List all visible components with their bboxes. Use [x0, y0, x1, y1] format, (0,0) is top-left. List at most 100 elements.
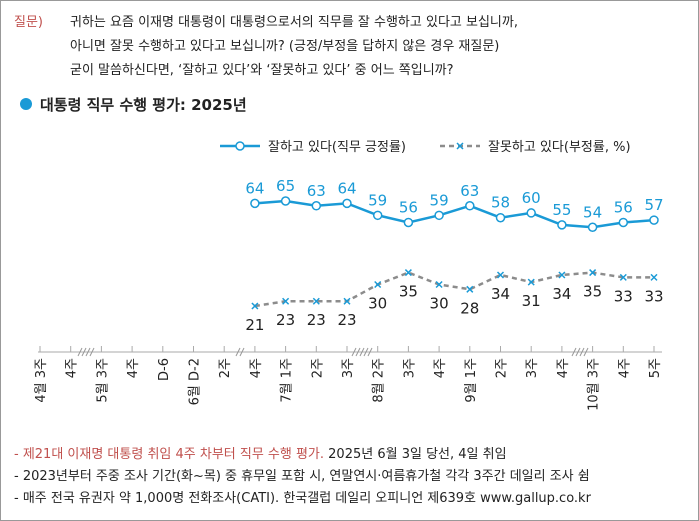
point: [495, 212, 506, 223]
data-label: 60: [522, 189, 541, 207]
point: [619, 273, 627, 281]
question-line: 귀하는 요즘 이재명 대통령이 대통령으로서의 직무를 잘 수행하고 있다고 보…: [70, 14, 518, 30]
data-label: 56: [614, 198, 633, 216]
x-tick-label: 4주: [249, 358, 264, 378]
question-label: 질문): [14, 15, 43, 30]
point: [250, 198, 260, 209]
point: [496, 271, 505, 279]
x-tick-label: 2주: [218, 358, 233, 378]
x-tick-label: 5월 3주: [95, 358, 110, 403]
data-label: 34: [552, 285, 571, 303]
data-label: 56: [399, 198, 418, 216]
series-line: [254, 271, 654, 308]
point: [312, 297, 320, 305]
data-label: 59: [430, 191, 449, 209]
note: - 매주 전국 유권자 약 1,000명 전화조사(CATI). 한국갤럽 데일…: [14, 491, 592, 506]
x-tick-label: 4주: [556, 358, 571, 378]
data-label: 35: [583, 283, 602, 301]
x-tick-label: 4주: [433, 358, 448, 378]
note-part: 2025년 6월 3일 당선, 4일 취임: [324, 447, 507, 462]
legend-marker: [456, 142, 464, 150]
data-label: 55: [552, 201, 571, 219]
data-label: 23: [276, 311, 295, 329]
x-tick-label: 4월 3주: [34, 358, 49, 403]
point: [434, 210, 444, 221]
x-tick-label: 2주: [495, 358, 510, 378]
axis-breaks: [77, 347, 589, 357]
data-label: 64: [245, 179, 264, 197]
x-tick-label: D-6: [157, 358, 172, 381]
x-tick-label: 6월 D-2: [188, 358, 203, 405]
data-label: 65: [276, 177, 295, 195]
note-part: - 2023년부터 주중 조사 기간(화~목) 중 휴무일 포함 시, 연말연시…: [14, 469, 590, 484]
point: [280, 196, 291, 206]
data-label: 31: [522, 292, 541, 310]
point: [282, 297, 290, 305]
point: [251, 302, 259, 310]
data-label: 64: [337, 179, 356, 197]
point: [618, 217, 629, 228]
point: [557, 220, 567, 230]
point: [311, 201, 322, 211]
point: [650, 273, 658, 281]
data-label: 58: [491, 194, 510, 212]
x-tick-label: 4주: [65, 358, 80, 378]
point: [466, 285, 474, 293]
x-tick-label: 9월 1주: [464, 358, 479, 403]
legend-marker: [235, 141, 245, 151]
point: [558, 271, 566, 279]
point: [343, 297, 351, 305]
series-line: [254, 199, 655, 229]
legend-label: 잘하고 있다(직무 긍정률): [268, 140, 406, 155]
note: - 제21대 이재명 대통령 취임 4주 차부터 직무 수행 평가. 2025년…: [14, 446, 507, 462]
data-label: 59: [368, 191, 387, 209]
x-tick-label: 8월 2주: [372, 358, 387, 403]
point: [403, 217, 414, 228]
point: [374, 280, 382, 289]
point: [435, 280, 443, 289]
x-tick-label: 2주: [310, 358, 325, 378]
point: [526, 208, 536, 218]
note-part: - 제21대 이재명 대통령 취임 4주 차부터 직무 수행 평가.: [14, 446, 324, 462]
note: - 2023년부터 주중 조사 기간(화~목) 중 휴무일 포함 시, 연말연시…: [14, 469, 590, 484]
data-label: 33: [644, 287, 663, 305]
data-label: 30: [368, 295, 387, 313]
notes: - 제21대 이재명 대통령 취임 4주 차부터 직무 수행 평가. 2025년…: [14, 446, 592, 506]
data-label: 57: [644, 196, 663, 214]
point: [372, 210, 383, 221]
data-label: 30: [430, 295, 449, 313]
point: [527, 278, 535, 286]
data-label: 33: [614, 287, 633, 305]
note-part: - 매주 전국 유권자 약 1,000명 전화조사(CATI). 한국갤럽 데일…: [14, 491, 592, 506]
question-line: 아니면 잘못 수행하고 있다고 보십니까? (긍정/부정을 답하지 않은 경우 …: [70, 38, 499, 54]
data-label: 21: [245, 316, 264, 334]
point: [342, 198, 352, 209]
data-label: 34: [491, 285, 510, 303]
data-label: 63: [460, 182, 479, 200]
point: [404, 269, 412, 277]
x-tick-label: 4주: [617, 358, 632, 378]
point: [649, 215, 659, 225]
x-tick-label: 3주: [341, 358, 356, 378]
title-dot: [20, 98, 32, 110]
chart-title: 대통령 직무 수행 평가: 2025년: [40, 96, 247, 114]
x-tick-label: 4주: [126, 358, 141, 378]
point: [465, 201, 475, 211]
data-label: 28: [460, 299, 479, 317]
data-label: 23: [307, 311, 326, 329]
x-tick-label: 10월 3주: [587, 358, 602, 411]
data-label: 63: [307, 182, 326, 200]
data-label: 23: [337, 311, 356, 329]
point: [589, 269, 597, 277]
x-tick-label: 5주: [648, 358, 663, 378]
question-line: 굳이 말씀하신다면, ‘잘하고 있다’와 ‘잘못하고 있다’ 중 어느 쪽입니까…: [70, 63, 454, 78]
data-label: 35: [399, 283, 418, 301]
legend-label: 잘못하고 있다(부정률, %): [488, 140, 631, 155]
x-tick-label: 3주: [402, 358, 417, 378]
x-tick-label: 7월 1주: [280, 358, 295, 403]
point: [587, 222, 598, 232]
data-label: 54: [583, 203, 602, 221]
x-tick-label: 3주: [525, 358, 540, 378]
